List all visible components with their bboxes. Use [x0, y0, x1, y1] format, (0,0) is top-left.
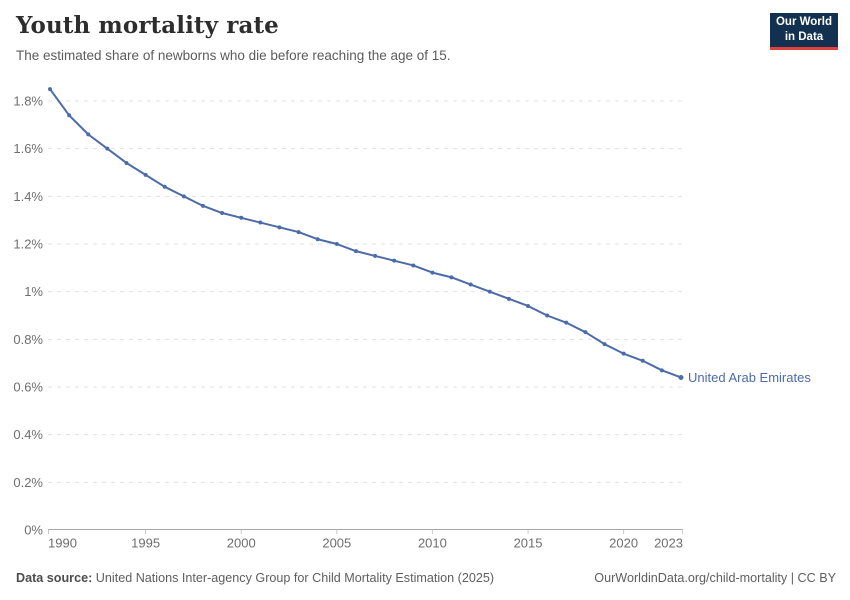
y-axis-tick-label: 0.4%: [13, 427, 43, 442]
data-point: [487, 289, 492, 294]
data-point: [449, 275, 454, 280]
data-point: [220, 211, 225, 216]
data-point: [239, 215, 244, 220]
y-axis-tick-label: 0.8%: [13, 332, 43, 347]
y-axis-tick-label: 1%: [24, 284, 43, 299]
chart-footer: Data source: United Nations Inter-agency…: [16, 571, 836, 585]
x-axis-tick-label: 2000: [227, 536, 256, 551]
data-point: [583, 330, 588, 335]
data-point: [621, 351, 626, 356]
data-point: [48, 87, 52, 92]
page-title: Youth mortality rate: [16, 12, 279, 39]
series-end-label: United Arab Emirates: [688, 370, 811, 385]
data-point: [526, 303, 531, 308]
data-point: [143, 172, 148, 177]
data-point-last: [678, 374, 684, 380]
x-axis-tick-label: 1990: [48, 536, 77, 551]
y-axis-tick-label: 1.6%: [13, 141, 43, 156]
data-point: [392, 258, 397, 263]
data-line: [49, 88, 682, 379]
data-point: [468, 282, 473, 287]
y-axis-tick-label: 0.2%: [13, 475, 43, 490]
data-point: [258, 220, 263, 225]
data-point: [640, 358, 645, 363]
data-point: [334, 242, 339, 246]
data-point: [162, 184, 167, 189]
x-axis-tick-label: 2015: [514, 536, 543, 551]
data-point: [277, 225, 282, 230]
chart-header: Youth mortality rate The estimated share…: [16, 12, 750, 64]
data-source-text: United Nations Inter-agency Group for Ch…: [92, 571, 495, 585]
x-axis-tick-label: 2005: [322, 536, 351, 551]
x-axis-tick-label: 2010: [418, 536, 447, 551]
owid-logo-line1: Our World: [775, 16, 832, 29]
data-point: [545, 313, 550, 318]
data-point: [411, 263, 416, 268]
y-axis-tick-label: 0%: [24, 523, 43, 538]
owid-logo[interactable]: Our World in Data: [770, 13, 838, 50]
x-axis-tick-label: 2020: [609, 536, 638, 551]
data-point: [430, 270, 435, 275]
data-point: [564, 320, 569, 325]
footer-link[interactable]: OurWorldinData.org/child-mortality | CC …: [594, 571, 836, 585]
x-axis-tick-label: 1995: [131, 536, 160, 551]
data-point: [315, 237, 320, 242]
data-point: [659, 368, 664, 373]
data-point: [124, 160, 129, 165]
data-point: [353, 249, 358, 254]
data-point: [373, 253, 378, 258]
y-axis-tick-label: 1.2%: [13, 237, 43, 252]
data-point: [602, 342, 607, 347]
data-point: [105, 146, 110, 151]
data-point: [506, 296, 511, 301]
owid-logo-line2: in Data: [784, 31, 824, 43]
y-axis-tick-label: 1.8%: [13, 94, 43, 109]
y-axis-tick-label: 1.4%: [13, 189, 43, 204]
data-point: [181, 194, 186, 199]
data-point: [296, 230, 301, 235]
chart-subtitle: The estimated share of newborns who die …: [16, 47, 451, 63]
data-source-note: Data source: United Nations Inter-agency…: [16, 571, 494, 585]
y-axis-tick-label: 0.6%: [13, 380, 43, 395]
data-point: [200, 203, 205, 208]
data-source-label: Data source:: [16, 571, 93, 585]
data-point: [67, 113, 72, 118]
x-axis-tick-label: 2023: [654, 536, 683, 551]
data-point: [86, 132, 91, 137]
